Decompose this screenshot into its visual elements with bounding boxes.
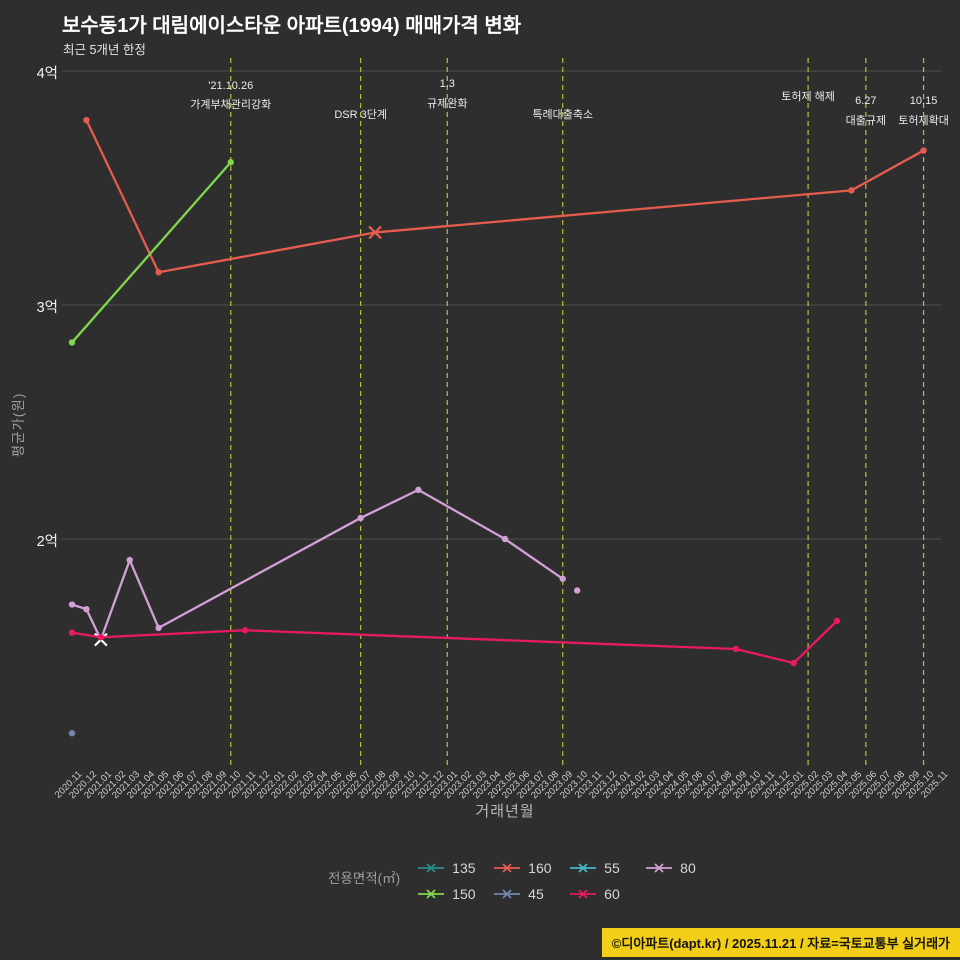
legend-marker-icon: [494, 889, 521, 899]
legend-marker-icon: [418, 863, 445, 873]
series-point-60: [97, 634, 105, 641]
series-point-150: [68, 339, 76, 346]
legend-item-45: 45: [492, 886, 568, 902]
event-annotation: 1.3: [439, 78, 455, 90]
event-annotation: 특례대출축소: [532, 109, 594, 121]
series-point-60: [790, 659, 797, 667]
series-point-80: [357, 514, 364, 522]
series-point-80: [83, 606, 90, 613]
legend-item-label: 55: [604, 860, 620, 876]
series-point-160: [155, 269, 162, 276]
footer-watermark: ©디아파트(dapt.kr) / 2025.11.21 / 자료=국토교통부 실…: [601, 928, 960, 957]
series-point-80: [573, 587, 581, 594]
event-annotation: 6.27: [855, 95, 877, 107]
x-axis-label: 거래년월: [475, 803, 535, 820]
legend-marker-icon: [494, 863, 521, 873]
event-annotation: 대출규제: [845, 115, 887, 127]
series-line-160: [85, 118, 925, 274]
chart-subtitle: 최근 5개년 한정: [63, 43, 146, 57]
series-line-60: [70, 619, 839, 665]
legend: 전용면적(㎡) 135 160 55 80 150 45 60: [328, 860, 720, 902]
series-point-60: [833, 617, 841, 625]
series-point-80: [68, 601, 76, 608]
legend-item-60: 60: [568, 886, 644, 902]
legend-item-label: 45: [528, 886, 544, 902]
legend-item-label: 135: [452, 860, 476, 876]
series-point-80: [559, 575, 566, 582]
series-point-80: [501, 535, 509, 543]
y-tick-label: 4억: [36, 66, 58, 82]
legend-item-80: 80: [644, 860, 720, 876]
series-point-80: [155, 624, 162, 632]
event-annotation: 10.15: [909, 95, 938, 107]
x-marker: [368, 225, 382, 240]
series-line-150: [70, 161, 232, 344]
legend-item-label: 60: [604, 886, 620, 902]
series-point-160: [920, 147, 927, 154]
event-annotation: 가계부채관리강화: [190, 99, 272, 111]
legend-item-160: 160: [492, 860, 568, 876]
event-annotation: 토허제확대: [898, 115, 949, 127]
series-point-160: [83, 116, 90, 124]
legend-marker-icon: [570, 863, 597, 873]
legend-item-label: 150: [452, 886, 476, 902]
series-line-80: [70, 488, 564, 641]
event-annotation: 토허제 해제: [781, 91, 835, 103]
legend-marker-icon: [570, 889, 597, 899]
legend-item-55: 55: [568, 860, 644, 876]
series-point-80: [126, 556, 133, 564]
legend-marker-icon: [646, 863, 673, 873]
series-point-60: [68, 629, 76, 636]
series-point-60: [242, 627, 249, 634]
event-annotation: 규제완화: [427, 98, 468, 110]
legend-item-135: 135: [416, 860, 492, 876]
y-tick-label: 3억: [36, 300, 58, 316]
chart-title: 보수동1가 대림에이스타운 아파트(1994) 매매가격 변화: [62, 15, 522, 37]
legend-title: 전용면적(㎡): [328, 871, 401, 886]
y-tick-label: 2억: [36, 534, 58, 550]
series-point-45: [68, 730, 76, 737]
event-annotation: '21.10.26: [208, 80, 254, 92]
legend-item-150: 150: [416, 886, 492, 902]
series-point-60: [732, 645, 740, 653]
series-point-150: [227, 159, 234, 166]
legend-item-label: 160: [528, 860, 552, 876]
legend-marker-icon: [418, 889, 445, 899]
legend-item-label: 80: [680, 860, 696, 876]
event-annotation: DSR 3단계: [334, 109, 387, 121]
legend-items: 135 160 55 80 150 45 60: [416, 860, 720, 902]
y-axis-label: 평균가(원): [11, 392, 26, 458]
series-point-160: [848, 187, 855, 194]
series-point-80: [415, 486, 422, 494]
